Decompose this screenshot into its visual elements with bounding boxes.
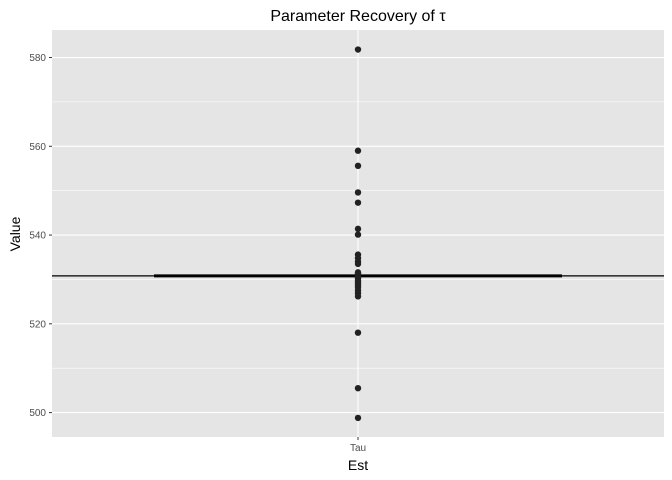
data-point <box>354 225 362 233</box>
data-point <box>354 199 362 206</box>
data-point <box>354 147 362 154</box>
data-point <box>354 384 362 392</box>
data-point <box>354 189 362 196</box>
y-axis-ticks: 500 520 540 560 580 <box>29 53 52 419</box>
data-point <box>354 414 362 422</box>
data-point <box>354 329 362 336</box>
x-tick-label: Tau <box>350 443 366 454</box>
chart-title: Parameter Recovery of τ <box>270 8 446 25</box>
y-tick-label: 540 <box>29 231 46 242</box>
x-axis-title: Est <box>348 457 368 473</box>
y-axis-title: Value <box>7 216 23 251</box>
y-tick-label: 500 <box>29 408 46 419</box>
data-point <box>354 260 362 268</box>
data-point <box>354 46 362 53</box>
data-point <box>354 293 362 300</box>
y-tick-label: 580 <box>29 53 46 64</box>
data-point <box>354 162 362 170</box>
y-tick-label: 560 <box>29 142 46 153</box>
x-axis-ticks: Tau <box>350 437 366 454</box>
data-points <box>354 46 362 422</box>
data-point <box>354 231 362 238</box>
y-tick-label: 520 <box>29 319 46 330</box>
